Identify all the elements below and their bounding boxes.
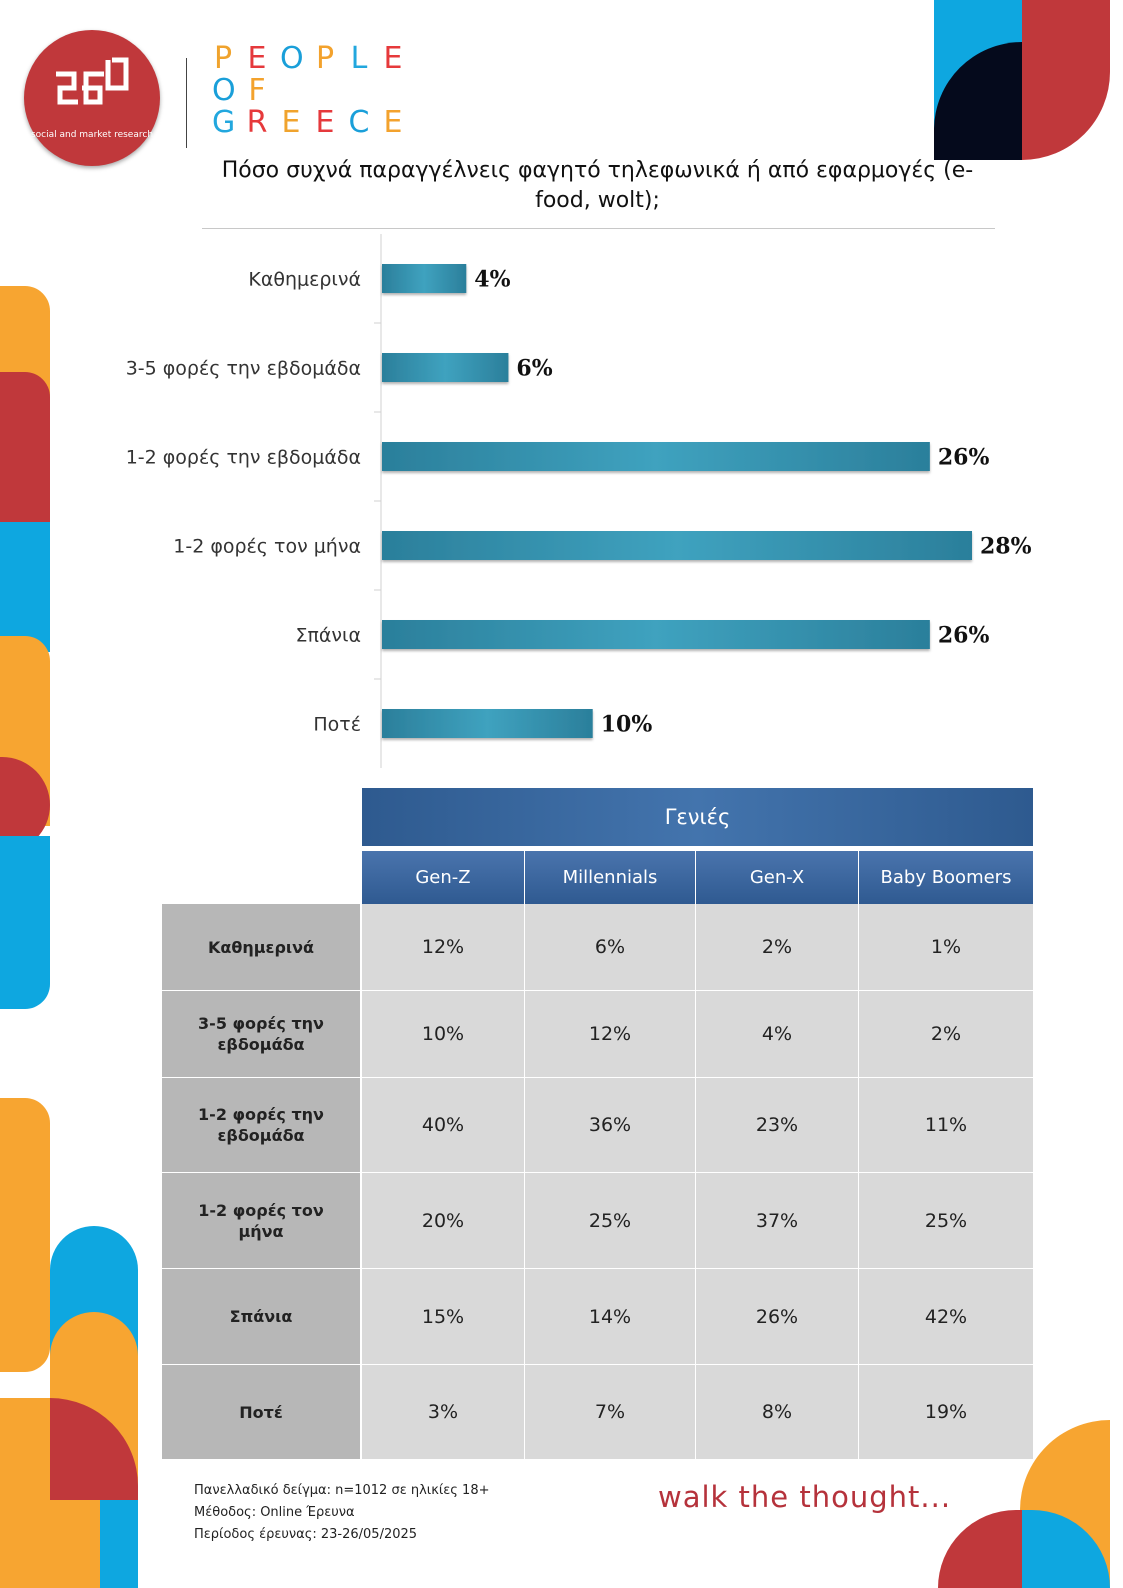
wordmark-letter: P	[213, 40, 235, 76]
table-cell: 25%	[859, 1173, 1033, 1268]
table-cell: 19%	[859, 1365, 1033, 1459]
table-cell: 12%	[525, 991, 695, 1077]
wordmark-letter: L	[350, 40, 370, 76]
bar-chart: Καθημερινά 3-5 φορές την εβδομάδα 1-2 φορέ…	[126, 234, 1032, 768]
bar-value-label: 26%	[938, 623, 990, 649]
wordmark-letter: R	[246, 104, 270, 140]
table-cell: 6%	[525, 904, 695, 990]
table-cell: 42%	[859, 1269, 1033, 1364]
wordmark-letter: E	[383, 104, 405, 140]
method-note: Μέθοδος: Online Έρευνα	[194, 1505, 355, 1520]
decor-left-orange-3	[0, 1098, 50, 1372]
logo-caption: social and market research	[30, 130, 154, 140]
table-cell: 37%	[696, 1173, 858, 1268]
table-cell: 11%	[859, 1078, 1033, 1172]
column-header: Millennials	[525, 851, 695, 904]
bar-value-label: 6%	[516, 356, 552, 382]
column-header: Baby Boomers	[859, 851, 1033, 904]
table-cell: 36%	[525, 1078, 695, 1172]
wordmark-letter: E	[247, 40, 269, 76]
row-header: Καθημερινά	[162, 904, 360, 990]
wordmark-letter: P	[315, 40, 337, 76]
bar	[382, 620, 930, 649]
table-cell: 2%	[696, 904, 858, 990]
table-cell: 12%	[362, 904, 524, 990]
category-label: Σπάνια	[295, 625, 361, 647]
wordmark-letter: C	[348, 104, 372, 140]
wordmark-letter: G	[212, 104, 238, 140]
row-header: 1-2 φορές την εβδομάδα	[162, 1078, 360, 1172]
company-logo: social and market research	[24, 30, 160, 166]
column-header: Gen-Z	[362, 851, 524, 904]
category-label: Καθημερινά	[248, 269, 361, 291]
table-cell: 25%	[525, 1173, 695, 1268]
bar	[382, 442, 930, 471]
category-label: Ποτέ	[313, 714, 361, 736]
table-cell: 4%	[696, 991, 858, 1077]
wordmark-letter: O	[212, 72, 238, 108]
wordmark-letter: E	[281, 104, 303, 140]
title-divider	[202, 228, 995, 229]
table-group-header: Γενιές	[362, 788, 1033, 846]
table-cell: 14%	[525, 1269, 695, 1364]
table-cell: 3%	[362, 1365, 524, 1459]
table-cell: 2%	[859, 991, 1033, 1077]
table-cell: 8%	[696, 1365, 858, 1459]
category-label: 1-2 φορές την εβδομάδα	[126, 447, 361, 469]
category-label: 3-5 φορές την εβδομάδα	[126, 358, 361, 380]
category-label: 1-2 φορές τον μήνα	[173, 536, 361, 558]
wordmark-letter: E	[315, 104, 337, 140]
sample-note: Πανελλαδικό δείγμα: n=1012 σε ηλικίες 18…	[194, 1483, 490, 1498]
table-cell: 40%	[362, 1078, 524, 1172]
table-cell: 7%	[525, 1365, 695, 1459]
decor-bottom-orange-base	[0, 1398, 50, 1588]
bar	[382, 709, 593, 738]
wordmark-letter: O	[280, 40, 306, 76]
wordmark-letter: F	[248, 72, 268, 108]
bar	[382, 264, 467, 293]
row-header: 1-2 φορές τον μήνα	[162, 1173, 360, 1268]
table-cell: 15%	[362, 1269, 524, 1364]
row-header: 3-5 φορές την εβδομάδα	[162, 991, 360, 1077]
decor-left-blue-2	[0, 836, 50, 1009]
row-header: Ποτέ	[162, 1365, 360, 1459]
logo-mark-icon	[56, 57, 129, 105]
row-header: Σπάνια	[162, 1269, 360, 1364]
header-divider	[186, 58, 187, 148]
bar-value-label: 26%	[938, 445, 990, 471]
footer-notes: Πανελλαδικό δείγμα: n=1012 σε ηλικίες 18…	[194, 1480, 489, 1546]
table-cell: 23%	[696, 1078, 858, 1172]
decor-bottom-right-red	[938, 1510, 1022, 1588]
bar-value-label: 10%	[601, 712, 653, 738]
period-note: Περίοδος έρευνας: 23-26/05/2025	[194, 1527, 418, 1542]
decor-left-blue-1	[0, 522, 50, 652]
bar	[382, 353, 509, 382]
bar-value-label: 28%	[980, 534, 1032, 560]
decor-bottom-blue-corner	[100, 1500, 138, 1588]
bar	[382, 531, 972, 560]
tagline: walk the thought...	[658, 1480, 952, 1514]
table-cell: 1%	[859, 904, 1033, 990]
bar-value-label: 4%	[474, 267, 510, 293]
wordmark-letter: E	[383, 40, 405, 76]
table-cell: 20%	[362, 1173, 524, 1268]
column-header: Gen-X	[696, 851, 858, 904]
table-cell: 26%	[696, 1269, 858, 1364]
table-cell: 10%	[362, 991, 524, 1077]
chart-title: Πόσο συχνά παραγγέλνεις φαγητό τηλεφωνικ…	[221, 158, 974, 213]
